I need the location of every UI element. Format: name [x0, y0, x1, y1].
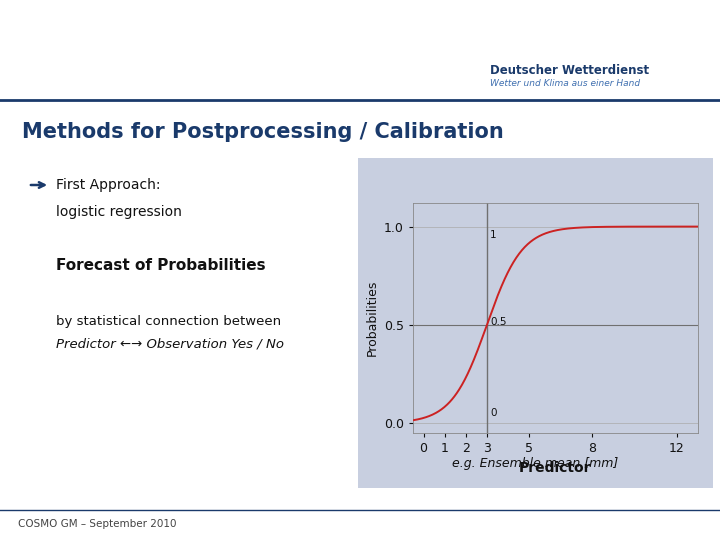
Text: Forecast of Probabilities: Forecast of Probabilities [56, 258, 266, 273]
Text: logistic regression: logistic regression [56, 205, 182, 219]
Text: Wetter und Klima aus einer Hand: Wetter und Klima aus einer Hand [490, 78, 640, 87]
Text: Predictor ←→ Observation Yes / No: Predictor ←→ Observation Yes / No [56, 338, 284, 350]
Y-axis label: Probabilities: Probabilities [366, 280, 379, 356]
Text: Deutscher Wetterdienst: Deutscher Wetterdienst [490, 64, 649, 77]
X-axis label: Predictor: Predictor [519, 461, 592, 475]
Text: 0: 0 [490, 408, 497, 418]
Text: 0.5: 0.5 [490, 317, 507, 327]
Bar [358, 158, 713, 488]
Text: Methods for Postprocessing / Calibration: Methods for Postprocessing / Calibration [22, 122, 504, 142]
Text: e.g. Ensemble mean [mm]: e.g. Ensemble mean [mm] [452, 456, 618, 469]
Text: 1: 1 [490, 230, 497, 240]
Text: by statistical connection between: by statistical connection between [56, 315, 281, 328]
Text: First Approach:: First Approach: [56, 178, 161, 192]
Text: COSMO GM – September 2010: COSMO GM – September 2010 [18, 519, 176, 529]
